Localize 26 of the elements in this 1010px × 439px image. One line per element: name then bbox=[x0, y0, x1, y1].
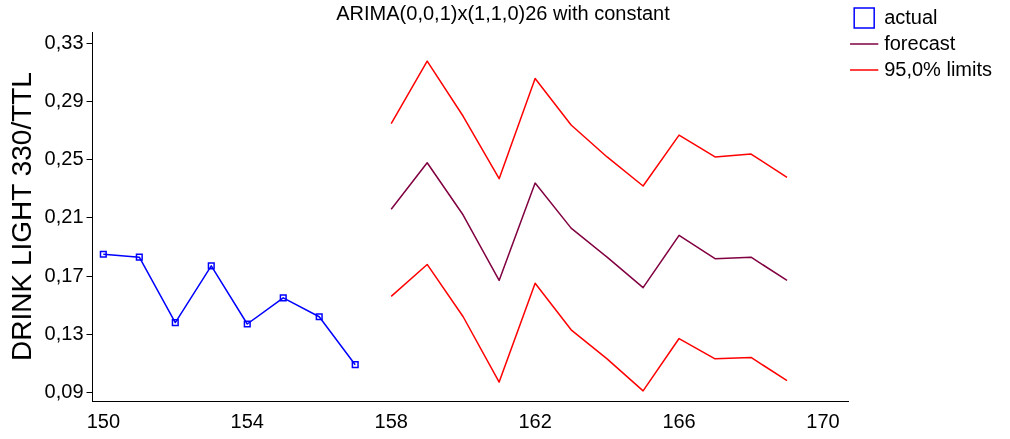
x-tick-label: 170 bbox=[806, 409, 840, 432]
y-tick-label: 0,25 bbox=[44, 147, 84, 170]
legend-label: actual bbox=[884, 5, 938, 28]
x-tick-label: 166 bbox=[662, 409, 696, 432]
point bbox=[99, 250, 107, 258]
y-tick-label: 0,29 bbox=[44, 89, 84, 112]
y-tick-label: 0,13 bbox=[44, 321, 84, 344]
chart-title: ARIMA(0,0,1)x(1,1,0)26 with constant bbox=[336, 1, 671, 24]
legend-label: forecast bbox=[884, 31, 956, 54]
x-tick-label: 150 bbox=[86, 409, 121, 432]
y-tick-label: 0,09 bbox=[44, 379, 84, 402]
point bbox=[243, 320, 251, 328]
y-axis-title: DRINK LIGHT 330/TTL bbox=[5, 72, 37, 361]
y-tick-label: 0,33 bbox=[44, 31, 84, 54]
point bbox=[207, 262, 215, 270]
point bbox=[171, 318, 179, 327]
x-tick-label: 158 bbox=[374, 409, 408, 432]
y-tick-label: 0,21 bbox=[44, 205, 84, 228]
point bbox=[315, 313, 323, 321]
x-tick-label: 162 bbox=[518, 409, 552, 432]
x-tick-label: 154 bbox=[230, 409, 264, 432]
point bbox=[279, 294, 287, 302]
y-tick-label: 0,17 bbox=[44, 263, 84, 286]
point bbox=[351, 361, 359, 369]
point bbox=[135, 253, 143, 261]
legend-label: 95,0% limits bbox=[884, 57, 992, 80]
